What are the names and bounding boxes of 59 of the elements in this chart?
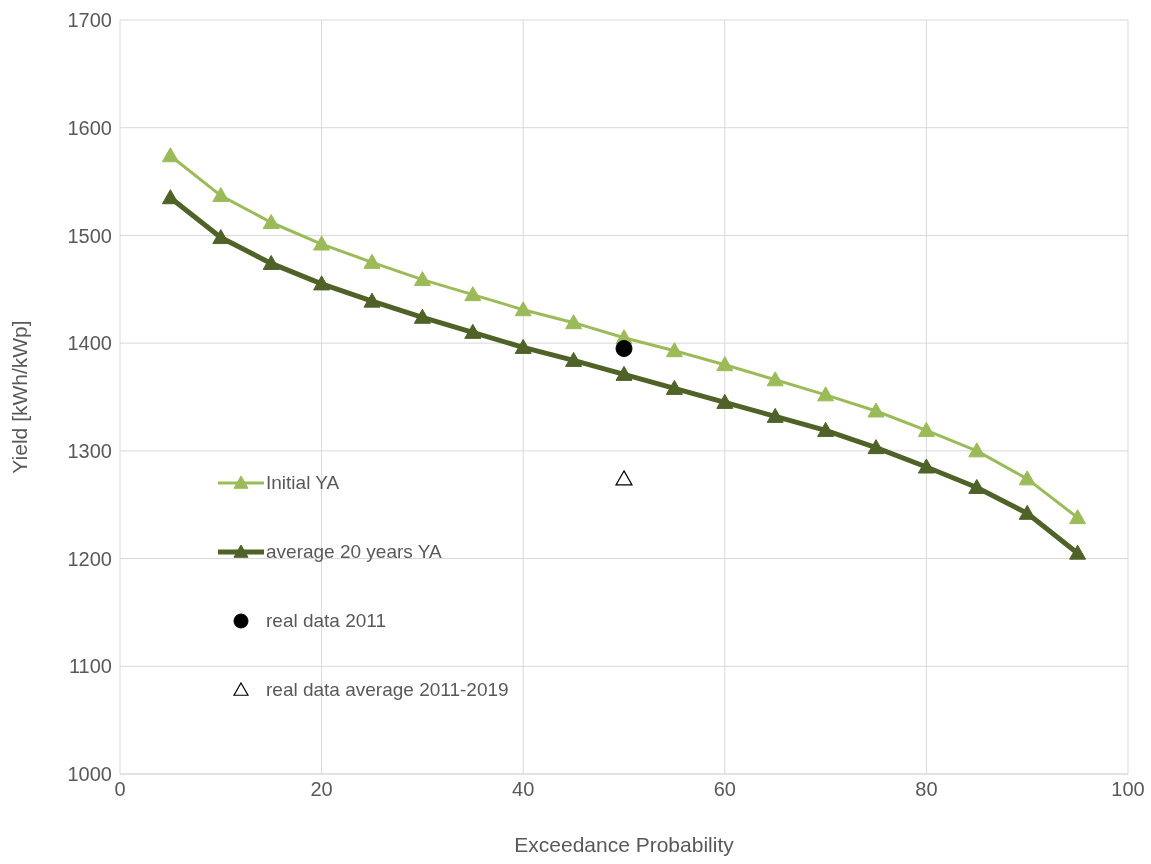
point (1069, 544, 1087, 560)
point (161, 147, 179, 163)
point (1018, 504, 1036, 520)
x-tick-label: 20 (310, 778, 333, 801)
y-tick-label: 1600 (67, 116, 112, 139)
legend-label: Initial YA (266, 471, 340, 494)
x-tick-label: 0 (114, 778, 126, 801)
point (413, 271, 431, 287)
point (766, 371, 784, 387)
y-tick-label: 1300 (67, 439, 112, 462)
point (464, 323, 482, 339)
point (514, 338, 532, 354)
point (615, 470, 633, 486)
point (917, 421, 935, 437)
point (665, 342, 683, 358)
point (867, 439, 885, 455)
x-tick-label: 60 (713, 778, 736, 801)
point (514, 301, 532, 317)
point (464, 286, 482, 302)
point (262, 214, 280, 229)
point (212, 187, 230, 203)
point (363, 292, 381, 308)
point (615, 340, 633, 358)
point (212, 229, 230, 245)
x-tick-label: 100 (1111, 778, 1145, 801)
x-tick-label: 80 (915, 778, 938, 801)
point (262, 254, 280, 270)
x-tick-label: 40 (512, 778, 535, 801)
point (968, 442, 986, 458)
point (161, 189, 179, 205)
point (917, 458, 935, 474)
point (565, 351, 583, 367)
point (716, 356, 734, 372)
y-tick-label: 1500 (67, 224, 112, 247)
point (867, 402, 885, 418)
x-axis-title: Exceedance Probability (514, 833, 735, 856)
point (1018, 470, 1036, 486)
point (766, 407, 784, 423)
point (817, 421, 835, 437)
point (313, 235, 331, 251)
y-tick-label: 1000 (67, 763, 112, 786)
point (363, 253, 381, 269)
y-tick-label: 1200 (67, 547, 112, 570)
legend-label: real data 2011 (266, 609, 387, 632)
legend-label: average 20 years YA (266, 540, 442, 563)
point (1069, 509, 1087, 525)
point (413, 308, 431, 324)
y-tick-label: 1100 (68, 655, 112, 678)
point (968, 478, 986, 494)
point (665, 379, 683, 395)
point (716, 393, 734, 409)
point (615, 365, 633, 381)
point (817, 386, 835, 402)
point (565, 314, 583, 330)
y-tick-label: 1400 (67, 332, 112, 355)
legend-label: real data average 2011-2019 (266, 678, 509, 701)
point (313, 275, 331, 291)
y-axis-title: Yield [kWh/kWp] (8, 320, 32, 474)
y-tick-label: 1700 (67, 9, 112, 32)
